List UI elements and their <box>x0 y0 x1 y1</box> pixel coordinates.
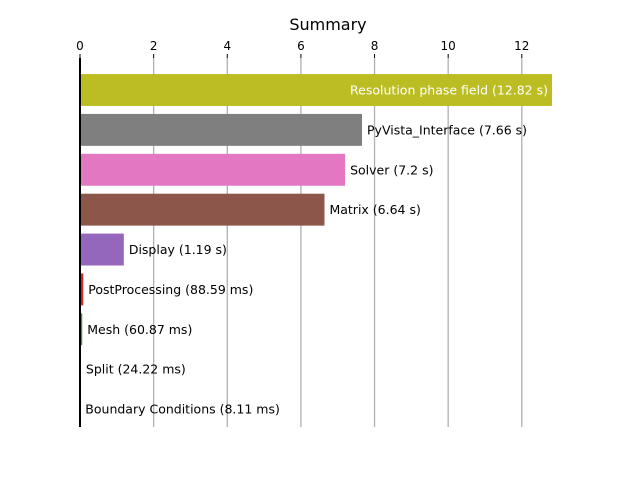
bar-0 <box>80 74 552 106</box>
bar-label-7: Split (24.22 ms) <box>86 362 186 377</box>
bar-6 <box>80 313 83 346</box>
bars <box>80 74 552 426</box>
bar-label-1: PyVista_Interface (7.66 s) <box>367 122 527 137</box>
x-tick-label-6: 6 <box>297 39 305 53</box>
bar-5 <box>80 273 84 306</box>
bar-label-8: Boundary Conditions (8.11 ms) <box>85 402 280 417</box>
x-tick-label-0: 0 <box>76 39 84 53</box>
x-tick-label-12: 12 <box>514 39 529 53</box>
bar-labels: Resolution phase field (12.82 s) PyVista_… <box>85 83 548 417</box>
x-tick-label-2: 2 <box>150 39 158 53</box>
x-axis-ticks: 0 2 4 6 8 10 12 <box>76 39 529 58</box>
x-tick-label-4: 4 <box>223 39 231 53</box>
bar-label-6: Mesh (60.87 ms) <box>87 322 192 337</box>
bar-3 <box>80 193 325 226</box>
bar-4 <box>80 233 124 266</box>
bar-1 <box>80 113 363 146</box>
bar-label-4: Display (1.19 s) <box>129 242 227 257</box>
bar-label-3: Matrix (6.64 s) <box>329 202 420 217</box>
bar-2 <box>80 153 346 186</box>
bar-label-2: Solver (7.2 s) <box>350 162 433 177</box>
chart-title: Summary <box>289 15 366 34</box>
bar-label-5: PostProcessing (88.59 ms) <box>88 282 253 297</box>
bar-label-0: Resolution phase field (12.82 s) <box>350 83 548 98</box>
x-tick-label-10: 10 <box>441 39 456 53</box>
x-tick-label-8: 8 <box>371 39 379 53</box>
